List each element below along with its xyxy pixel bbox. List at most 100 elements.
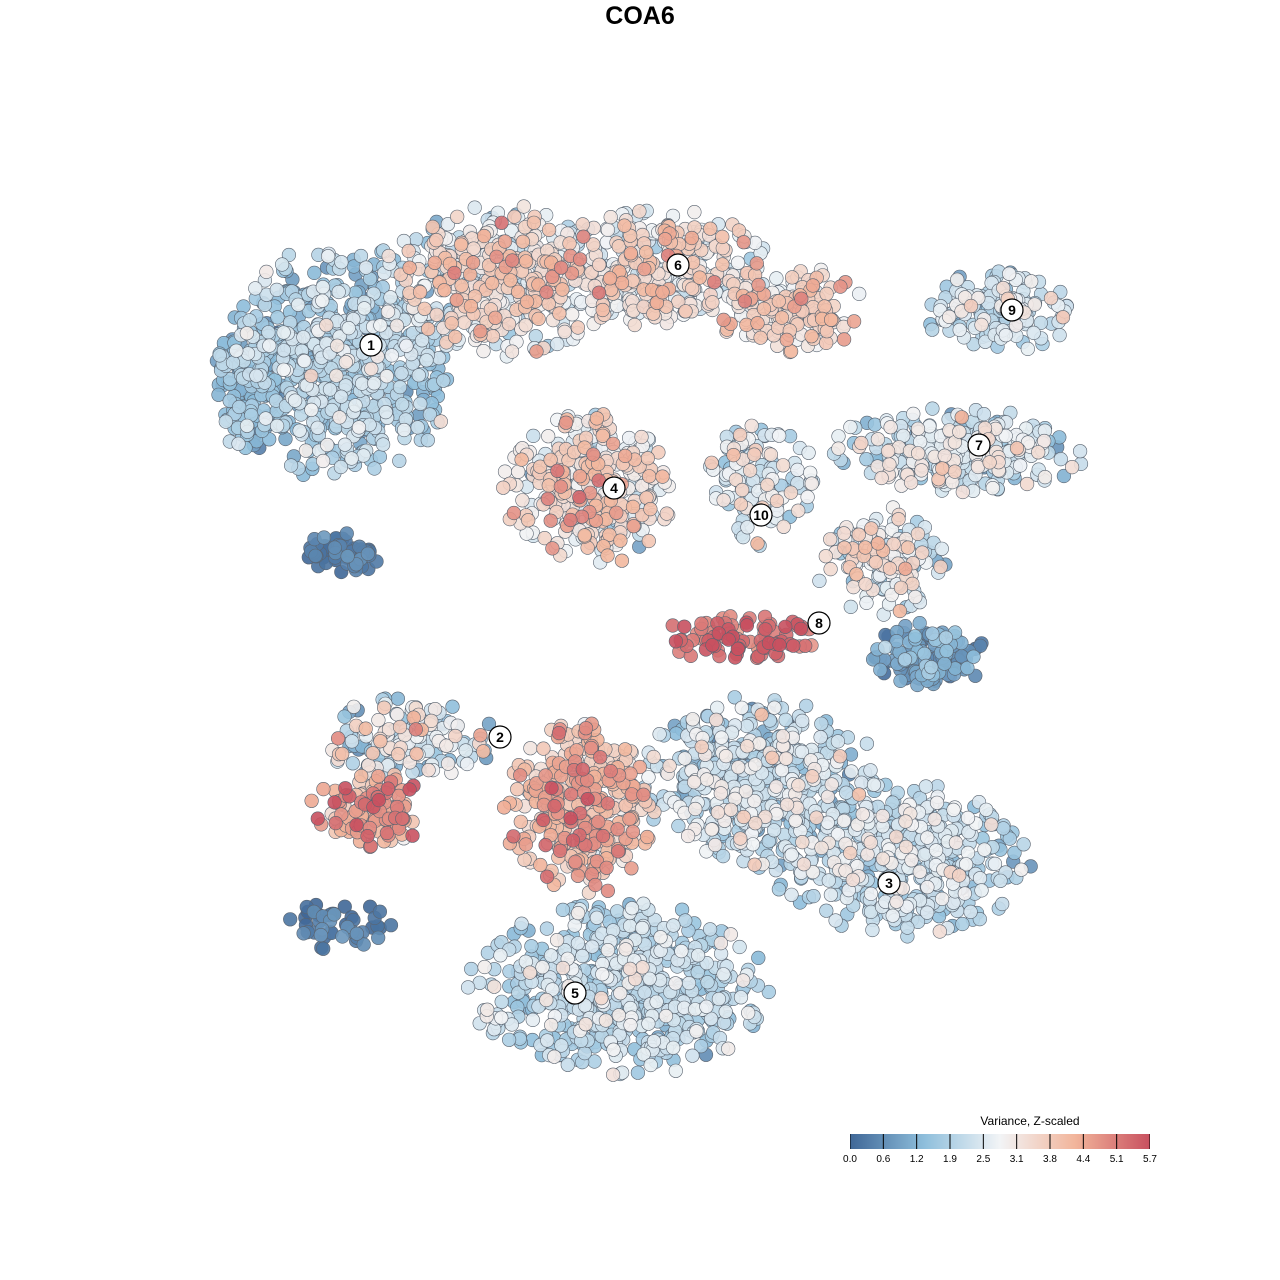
scatter-point [741,1005,756,1021]
scatter-point [836,813,852,829]
scatter-point [225,355,241,370]
scatter-point [831,441,846,456]
scatter-point [934,541,949,556]
scatter-point [809,810,824,825]
scatter-point [425,219,440,234]
scatter-point [411,368,426,383]
scatter-point [715,257,730,272]
scatter-point [507,209,522,224]
scatter-point [313,927,329,943]
scatter-point [928,843,944,858]
scatter-point [778,751,794,766]
scatter-point [413,396,428,411]
scatter-point [966,649,981,664]
scatter-point [723,802,739,817]
scatter-point [952,322,967,338]
scatter-point [605,1067,621,1082]
scatter-point [335,746,350,762]
scatter-point [555,282,570,297]
scatter-point [733,990,749,1005]
scatter-point [733,831,748,846]
scatter-point [276,343,292,358]
scatter-point [536,741,551,756]
scatter-point [436,373,451,388]
scatter-point [348,398,363,413]
scatter-point [316,530,332,545]
scatter-point [316,453,331,469]
scatter-point [526,215,542,230]
scatter-point [364,361,379,377]
scatter-point [296,330,311,345]
scatter-point [659,506,674,521]
scatter-point [327,907,342,922]
scatter-point [866,777,882,792]
scatter-point [747,857,762,872]
scatter-point [622,918,638,934]
scatter-point [340,549,355,564]
scatter-point [858,540,873,555]
scatter-point [617,218,632,233]
scatter-point [716,493,731,508]
scatter-point [575,217,590,232]
scatter-point [820,789,836,804]
scatter-point [718,748,734,764]
scatter-point [391,747,406,762]
scatter-point [327,540,342,555]
scatter-point [329,368,344,383]
scatter-point [497,464,513,479]
scatter-point [1016,837,1031,852]
scatter-point [819,286,834,302]
scatter-point [493,948,508,963]
scatter-point [614,553,630,568]
scatter-point [401,243,416,259]
scatter-point [617,742,633,757]
scatter-point [598,1013,614,1028]
scatter-point [900,540,916,555]
scatter-point [420,433,435,448]
scatter-point [441,756,456,771]
scatter-point [875,851,891,866]
scatter-point [668,976,683,991]
scatter-point [688,801,703,817]
scatter-point [467,200,482,215]
scatter-point [212,348,227,363]
scatter-point [795,834,810,850]
scatter-point [570,905,586,921]
scatter-point [891,512,906,527]
scatter-point [939,643,954,659]
scatter-point [450,209,465,224]
scatter-point [367,461,382,476]
scatter-point [875,808,890,824]
scatter-point [791,778,806,793]
scatter-point [906,406,921,422]
scatter-point [920,905,935,920]
scatter-point [248,281,263,296]
scatter-point [351,420,367,435]
scatter-point [844,764,859,779]
scatter-point [557,324,572,340]
scatter-point [796,857,812,872]
scatter-point [428,701,443,717]
scatter-point [390,707,405,722]
scatter-point [417,301,432,316]
scatter-point [763,447,779,462]
scatter-point [832,749,848,764]
scatter-point [823,887,839,902]
scatter-point [732,427,748,443]
scatter-point [269,282,284,298]
scatter-point [460,756,475,772]
scatter-point [577,528,592,543]
scatter-point [308,548,323,563]
scatter-point [736,973,751,988]
scatter-point [851,787,867,802]
scatter-point [708,837,723,853]
scatter-point [630,1065,646,1080]
scatter-point [860,847,875,862]
scatter-point [837,540,852,555]
scatter-point [487,979,502,994]
scatter-point [918,779,934,794]
scatter-point [525,1012,540,1028]
scatter-point [543,948,559,963]
scatter-point [421,762,436,778]
scatter-point [296,926,311,941]
